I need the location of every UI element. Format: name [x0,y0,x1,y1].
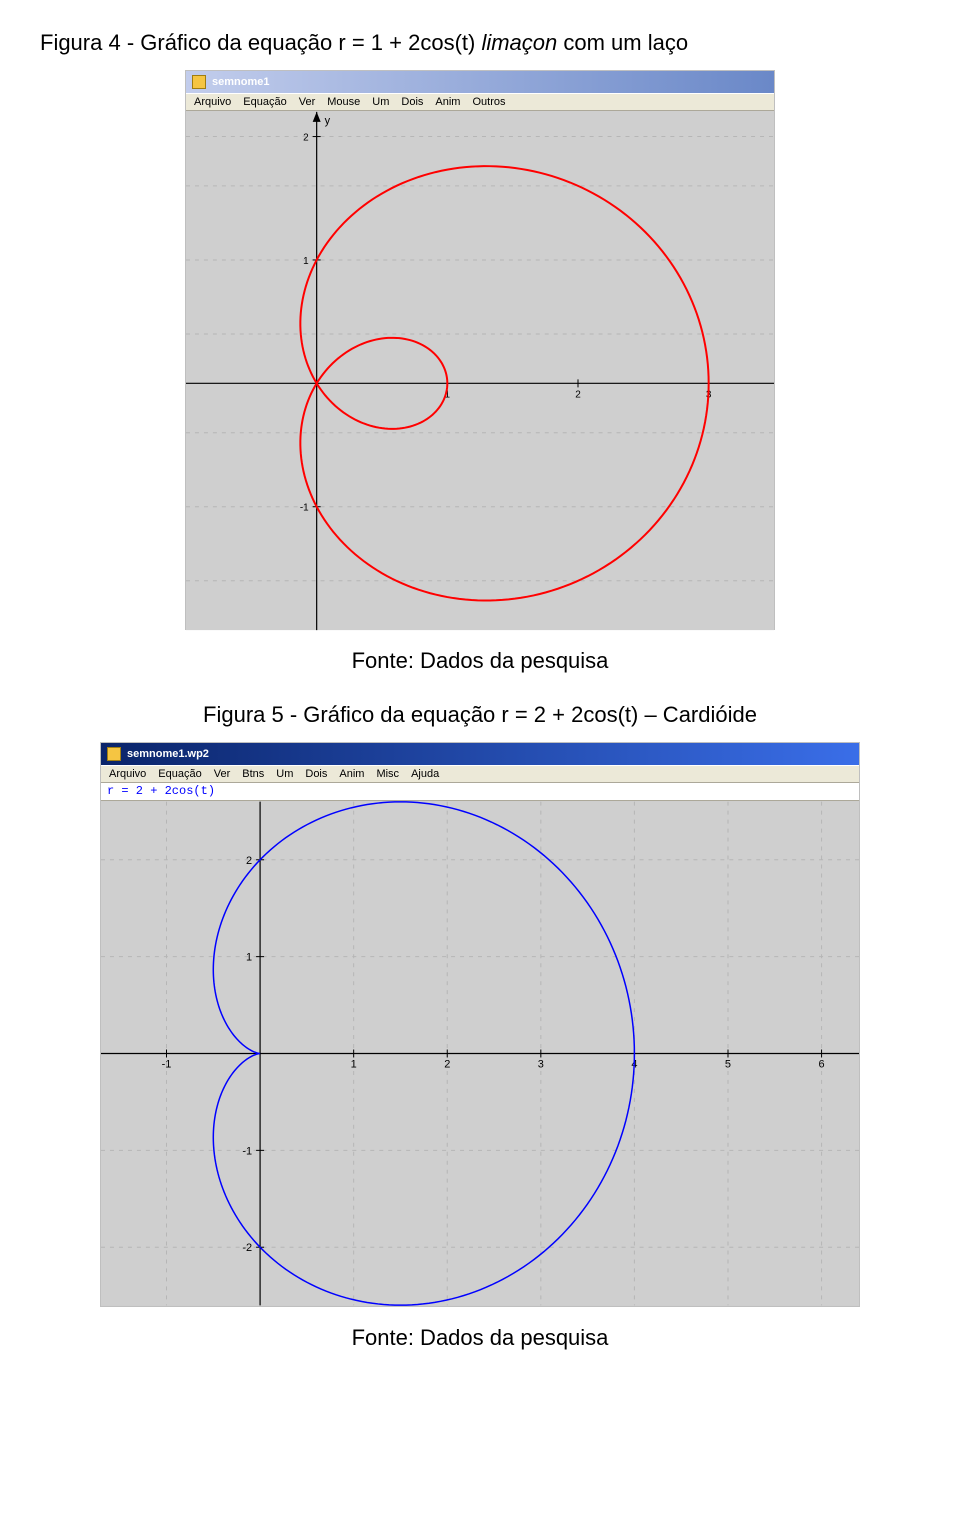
menu-item[interactable]: Equação [243,96,286,108]
fig5-window: semnome1.wp2 Arquivo Equação Ver Btns Um Dois… [100,742,860,1307]
svg-text:2: 2 [246,855,252,867]
svg-text:5: 5 [725,1058,731,1070]
fig5-menubar[interactable]: Arquivo Equação Ver Btns Um Dois Anim Misc Ajuda [101,765,859,783]
app-icon [192,75,206,89]
fig4-menubar[interactable]: Arquivo Equação Ver Mouse Um Dois Anim Outros [186,93,774,111]
fig5-titlebar: semnome1.wp2 [101,743,859,765]
fig4-caption-a: Figura 4 - Gráfico da equação r = 1 + 2c… [40,30,481,55]
menu-item[interactable]: Dois [401,96,423,108]
svg-text:2: 2 [303,133,309,144]
menu-item[interactable]: Um [276,768,293,780]
fig4-caption: Figura 4 - Gráfico da equação r = 1 + 2c… [40,30,920,56]
fig4-caption-italic: limaçon [481,30,557,55]
menu-item[interactable]: Um [372,96,389,108]
menu-item[interactable]: Arquivo [109,768,146,780]
fig4-caption-b: com um laço [557,30,688,55]
svg-text:1: 1 [351,1058,357,1070]
menu-item[interactable]: Mouse [327,96,360,108]
fig5-title-text: semnome1.wp2 [127,748,209,760]
menu-item[interactable]: Equação [158,768,201,780]
fig4-source: Fonte: Dados da pesquisa [40,648,920,674]
menu-item[interactable]: Btns [242,768,264,780]
svg-text:y: y [325,115,331,127]
svg-text:-1: -1 [242,1145,252,1157]
fig5-caption: Figura 5 - Gráfico da equação r = 2 + 2c… [40,702,920,728]
svg-text:-2: -2 [242,1242,252,1254]
fig4-title-text: semnome1 [212,76,269,88]
svg-text:1: 1 [303,256,309,267]
menu-item[interactable]: Outros [472,96,505,108]
svg-text:1: 1 [246,952,252,964]
menu-item[interactable]: Ver [214,768,231,780]
app-icon [107,747,121,761]
svg-text:2: 2 [575,389,581,400]
menu-item[interactable]: Dois [305,768,327,780]
fig5-equation-text: r = 2 + 2cos(t) [107,784,215,798]
fig4-titlebar: semnome1 [186,71,774,93]
svg-text:2: 2 [444,1058,450,1070]
fig4-window: semnome1 Arquivo Equação Ver Mouse Um Dois Ani… [185,70,775,630]
fig5-source: Fonte: Dados da pesquisa [40,1325,920,1351]
menu-item[interactable]: Ver [299,96,316,108]
menu-item[interactable]: Anim [435,96,460,108]
fig4-plot-area: y123-112 [186,111,774,631]
svg-text:3: 3 [538,1058,544,1070]
fig5-equation-bar: r = 2 + 2cos(t) [101,783,859,801]
fig5-plot-area: -1123456-2-112 [101,801,859,1306]
svg-text:-1: -1 [162,1058,172,1070]
svg-text:-1: -1 [300,503,309,514]
menu-item[interactable]: Misc [376,768,399,780]
menu-item[interactable]: Anim [339,768,364,780]
menu-item[interactable]: Arquivo [194,96,231,108]
menu-item[interactable]: Ajuda [411,768,439,780]
svg-text:6: 6 [819,1058,825,1070]
